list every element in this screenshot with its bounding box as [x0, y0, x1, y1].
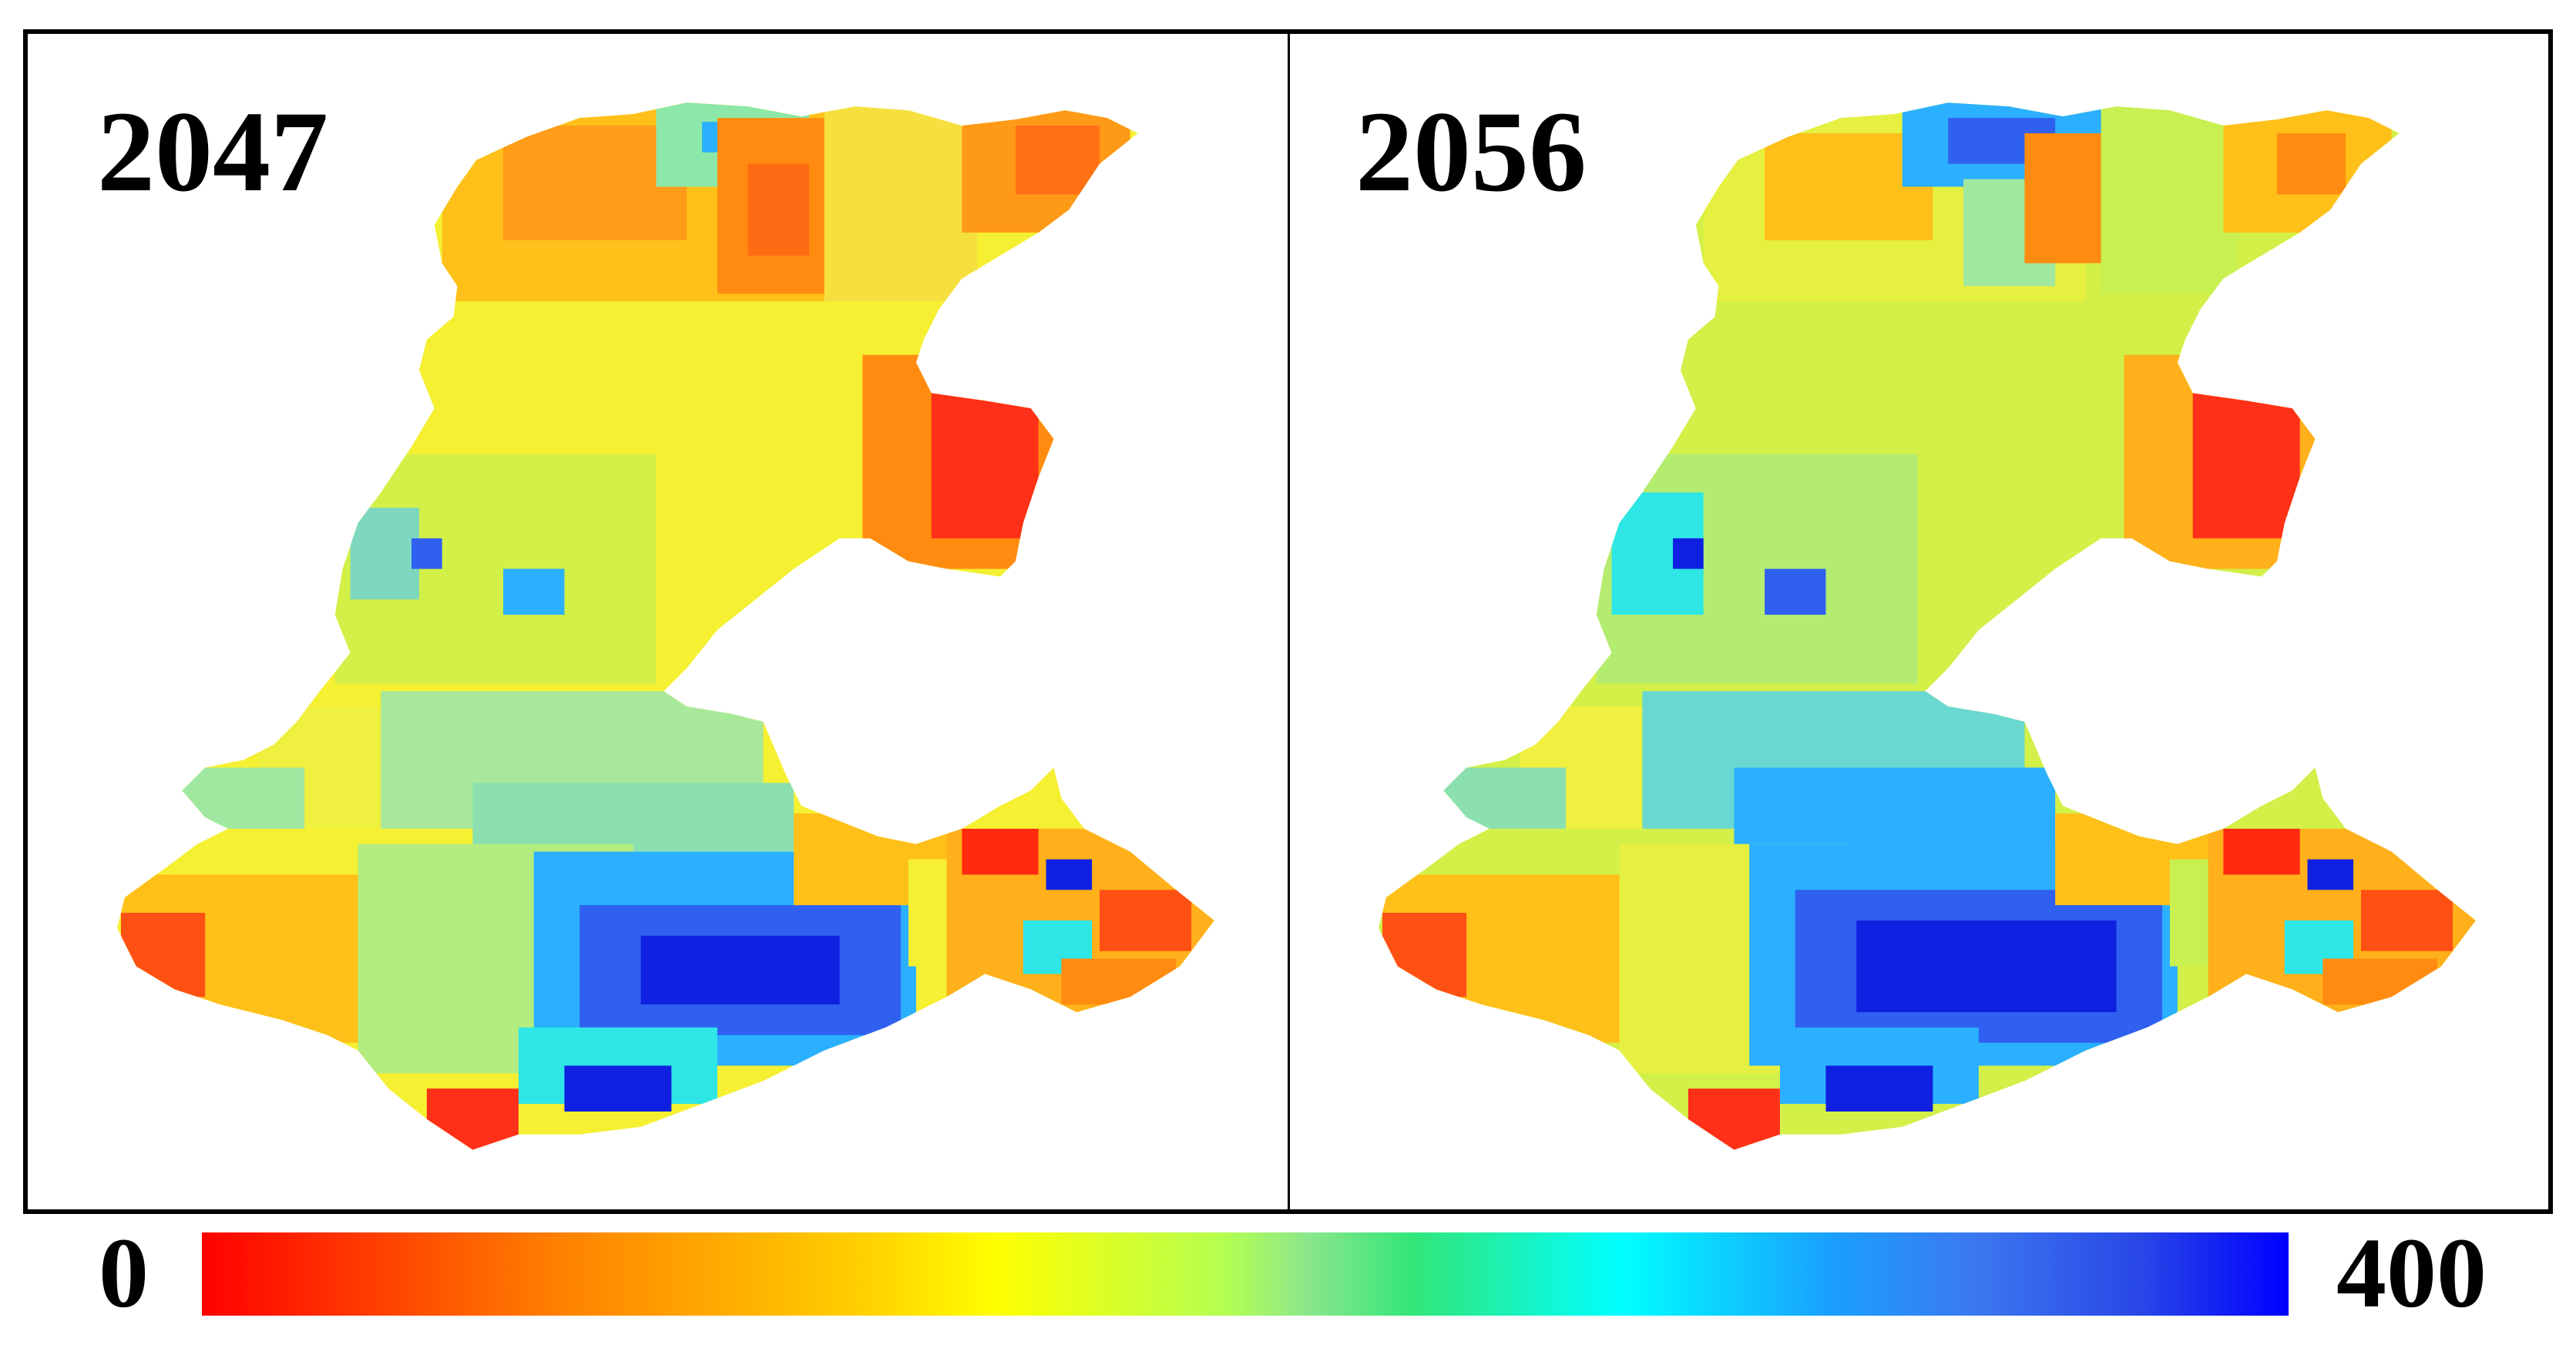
year-label-2056: 2056	[1355, 88, 1587, 216]
year-label-2047: 2047	[97, 88, 328, 216]
raster-map-2047	[117, 102, 1214, 1150]
colorbar-legend: 0 400	[0, 1223, 2576, 1348]
colorbar-gradient	[202, 1232, 2289, 1316]
raster-map-2056	[1379, 102, 2476, 1150]
colorbar-max-label: 400	[2336, 1218, 2487, 1329]
map-panel-2056: 2056	[1288, 29, 2553, 1214]
colorbar-min-label: 0	[99, 1218, 149, 1329]
map-panel-2047: 2047	[23, 29, 1290, 1214]
